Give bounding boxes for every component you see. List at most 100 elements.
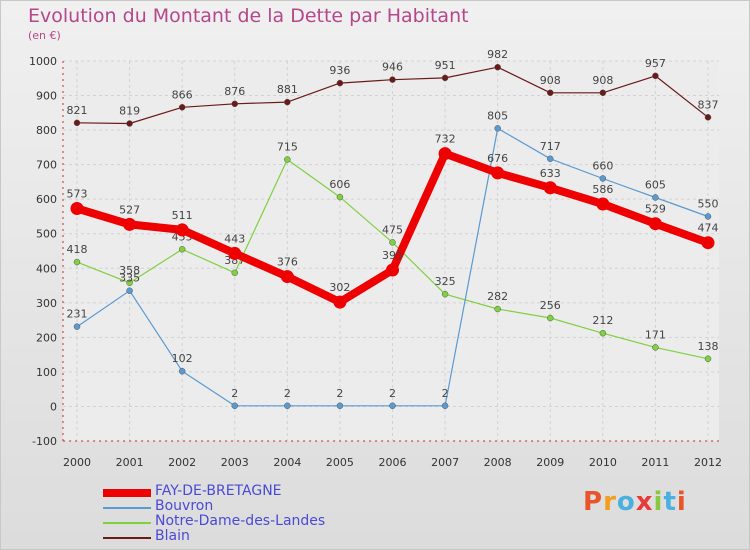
data-label-fay-de-bretagne: 573	[67, 188, 88, 201]
legend-label: Blain	[155, 528, 190, 544]
data-point-blain	[494, 63, 501, 71]
data-point-notre-dame-des-landes	[652, 344, 659, 351]
data-point-bouvron	[441, 402, 449, 410]
data-point-blain	[441, 74, 449, 82]
legend-swatch	[103, 507, 151, 509]
legend-label: Bouvron	[155, 498, 214, 514]
data-label-notre-dame-des-landes: 171	[645, 328, 666, 341]
legend-label: Notre-Dame-des-Landes	[155, 513, 326, 529]
data-point-blain	[231, 100, 238, 108]
legend-swatch	[103, 537, 151, 539]
data-label-notre-dame-des-landes: 358	[119, 264, 140, 277]
data-point-bouvron	[284, 402, 291, 410]
data-label-fay-de-bretagne: 732	[435, 133, 456, 146]
data-label-blain: 821	[67, 104, 88, 117]
data-label-fay-de-bretagne: 376	[277, 256, 298, 269]
data-point-fay-de-bretagne	[701, 236, 715, 250]
plot-area	[63, 61, 719, 441]
data-label-blain: 837	[698, 98, 719, 111]
data-point-blain	[599, 89, 607, 97]
data-label-blain: 936	[329, 64, 350, 77]
data-label-blain: 951	[435, 59, 456, 72]
data-label-blain: 866	[172, 88, 193, 101]
data-point-bouvron	[126, 287, 133, 294]
x-tick-label: 2003	[221, 456, 249, 469]
data-point-fay-de-bretagne	[228, 246, 242, 260]
data-label-bouvron: 2	[442, 387, 449, 400]
data-label-blain: 957	[645, 57, 666, 70]
data-point-bouvron	[73, 323, 81, 330]
x-tick-label: 2011	[641, 456, 669, 469]
x-tick-label: 2000	[63, 456, 91, 469]
y-tick-label: 700	[36, 159, 57, 172]
data-point-blain	[284, 98, 291, 106]
data-label-blain: 881	[277, 83, 298, 96]
x-tick-label: 2009	[536, 456, 564, 469]
data-point-bouvron	[231, 402, 238, 410]
data-point-blain	[704, 114, 712, 121]
y-tick-label: 500	[36, 228, 57, 241]
data-label-blain: 982	[487, 48, 508, 61]
data-point-fay-de-bretagne	[70, 202, 84, 216]
y-tick-label: -100	[32, 435, 57, 448]
data-point-notre-dame-des-landes	[126, 279, 133, 287]
y-tick-label: 200	[36, 331, 57, 344]
logo-letter: i	[653, 487, 664, 517]
logo-letter: P	[583, 487, 604, 517]
data-point-bouvron	[547, 155, 554, 163]
data-label-fay-de-bretagne: 511	[172, 209, 193, 222]
data-point-bouvron	[389, 402, 396, 410]
data-point-blain	[126, 120, 133, 127]
logo-letter: i	[676, 487, 687, 517]
logo-letter: o	[616, 487, 636, 517]
legend-swatch	[103, 489, 151, 497]
data-point-fay-de-bretagne	[596, 197, 610, 211]
data-label-notre-dame-des-landes: 715	[277, 140, 298, 153]
data-point-fay-de-bretagne	[543, 181, 557, 195]
data-point-blain	[547, 89, 554, 97]
data-point-bouvron	[599, 175, 607, 182]
data-point-fay-de-bretagne	[333, 295, 347, 309]
data-label-notre-dame-des-landes: 138	[698, 340, 719, 353]
data-label-fay-de-bretagne: 474	[698, 222, 719, 235]
data-label-notre-dame-des-landes: 475	[382, 223, 403, 236]
data-label-notre-dame-des-landes: 212	[592, 314, 613, 327]
data-label-blain: 908	[540, 74, 561, 87]
data-point-fay-de-bretagne	[648, 217, 662, 231]
data-label-blain: 908	[592, 74, 613, 87]
data-point-blain	[389, 76, 396, 83]
data-label-blain: 876	[224, 85, 245, 98]
data-point-notre-dame-des-landes	[441, 290, 449, 298]
legend-label: FAY-DE-BRETAGNE	[155, 483, 282, 499]
data-label-notre-dame-des-landes: 256	[540, 299, 561, 312]
data-point-bouvron	[494, 125, 501, 132]
x-tick-label: 2004	[273, 456, 301, 469]
data-point-blain	[178, 104, 186, 111]
data-point-blain	[652, 72, 659, 80]
data-point-bouvron	[336, 402, 344, 410]
data-label-notre-dame-des-landes: 325	[435, 275, 456, 288]
x-tick-label: 2002	[168, 456, 196, 469]
logo-letter: t	[663, 487, 677, 517]
x-tick-label: 2006	[379, 456, 407, 469]
data-label-notre-dame-des-landes: 606	[329, 178, 350, 191]
data-point-notre-dame-des-landes	[599, 329, 607, 337]
y-tick-label: 100	[36, 366, 57, 379]
data-point-bouvron	[652, 194, 659, 201]
y-tick-label: 300	[36, 297, 57, 310]
data-point-fay-de-bretagne	[438, 147, 452, 161]
legend-swatch	[103, 522, 151, 524]
data-point-notre-dame-des-landes	[336, 193, 344, 201]
data-label-bouvron: 550	[698, 197, 719, 210]
data-point-notre-dame-des-landes	[494, 305, 501, 313]
data-label-notre-dame-des-landes: 282	[487, 290, 508, 303]
data-point-notre-dame-des-landes	[231, 269, 238, 277]
data-point-fay-de-bretagne	[491, 166, 505, 180]
x-tick-label: 2007	[431, 456, 459, 469]
x-tick-label: 2012	[694, 456, 722, 469]
logo-letter: r	[603, 487, 617, 517]
data-label-blain: 946	[382, 61, 403, 74]
data-label-bouvron: 2	[284, 387, 291, 400]
